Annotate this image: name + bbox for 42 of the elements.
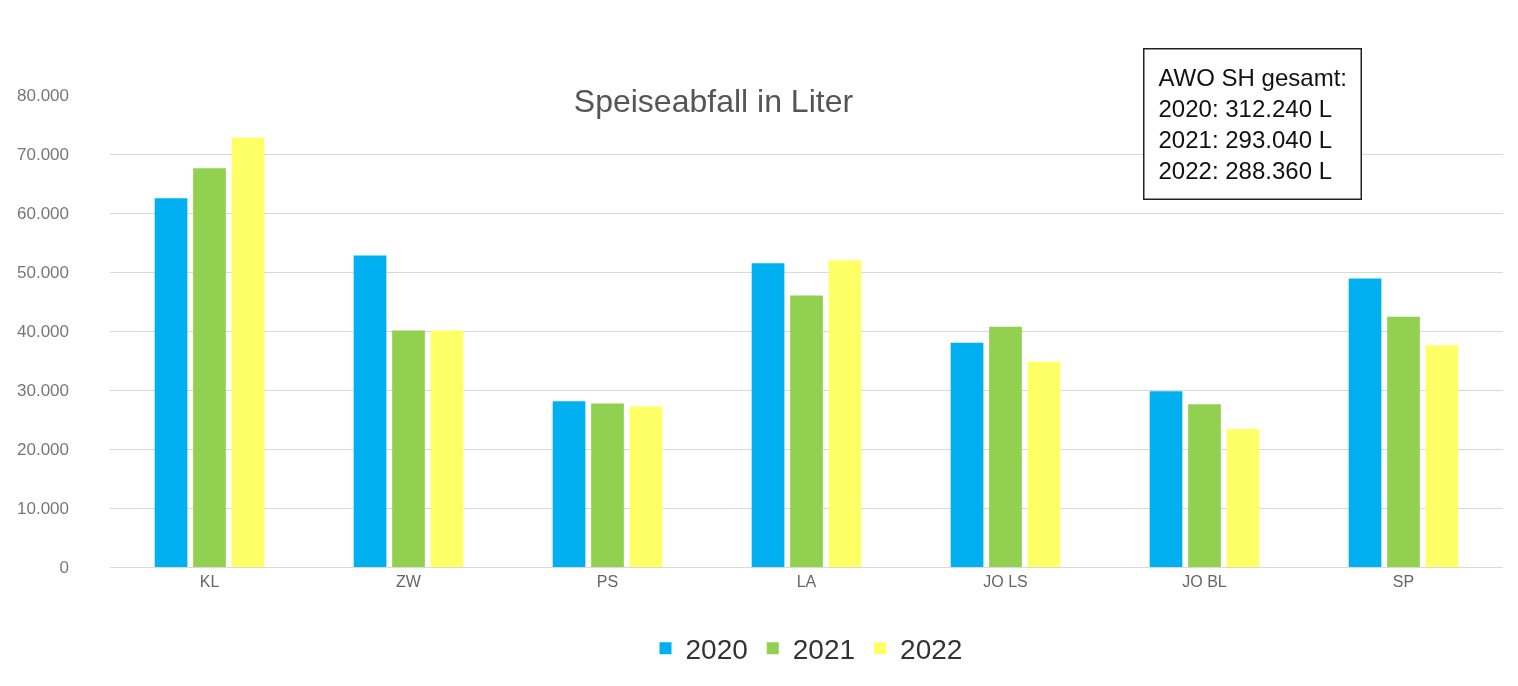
legend-label: 2022 — [900, 634, 963, 666]
bar — [353, 255, 387, 567]
bar — [1425, 345, 1459, 567]
bar — [989, 326, 1022, 567]
x-tick-label: PS — [596, 573, 619, 591]
annotation: AWO SH gesamt: 2020: 312.240 L 2021: 293.040 L 2022: 288.360 L — [1158, 63, 1347, 185]
x-tick-label: LA — [796, 573, 817, 591]
bar — [392, 330, 425, 567]
y-tick-label: 30.000 — [17, 380, 69, 400]
y-tick-label: 70.000 — [17, 144, 69, 164]
bar — [1348, 278, 1382, 567]
x-tick-label: KL — [199, 573, 220, 591]
y-tick-label: 20.000 — [17, 439, 69, 459]
bar — [193, 168, 226, 567]
x-tick-label: SP — [1392, 573, 1415, 591]
bar — [1027, 361, 1061, 567]
x-tick-label: JO LS — [983, 573, 1028, 591]
bar — [231, 137, 265, 567]
bar — [790, 295, 823, 567]
y-tick-label: 50.000 — [17, 262, 69, 282]
y-tick-label: 0 — [59, 557, 69, 577]
chart-title: Speiseabfall in Liter — [573, 82, 854, 119]
bar — [154, 198, 188, 567]
bar — [1226, 428, 1260, 567]
bar — [430, 330, 464, 567]
bar — [828, 260, 862, 567]
bar — [1387, 316, 1420, 567]
bar — [950, 342, 984, 567]
y-tick-label: 10.000 — [17, 498, 69, 518]
bar — [591, 403, 624, 567]
bar — [552, 401, 586, 567]
bar — [751, 263, 785, 567]
x-tick-label: JO BL — [1182, 573, 1227, 591]
y-tick-label: 40.000 — [17, 321, 69, 341]
bar — [1188, 404, 1221, 567]
y-tick-label: 80.000 — [17, 85, 69, 105]
bar — [629, 406, 663, 567]
legend-label: 2021 — [792, 634, 856, 666]
bar — [1149, 391, 1183, 567]
y-tick-label: 60.000 — [17, 203, 69, 223]
x-tick-label: ZW — [396, 573, 422, 591]
legend-label: 2020 — [685, 634, 748, 666]
